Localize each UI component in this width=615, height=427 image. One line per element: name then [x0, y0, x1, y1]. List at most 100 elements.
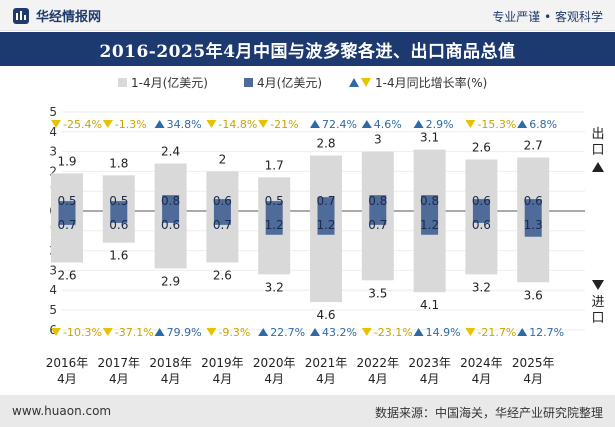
import-monthly-label: 1.2: [420, 218, 439, 232]
growth-down-triangle-icon: [102, 120, 113, 128]
legend-down-triangle-icon: [361, 78, 371, 87]
import-growth-label: 14.9%: [426, 326, 461, 339]
export-growth-label: -14.8%: [218, 118, 257, 131]
x-category-month: 4月: [213, 372, 233, 386]
import-cumulative-label: 4.1: [420, 298, 439, 312]
import-monthly-label: 1.2: [265, 218, 284, 232]
growth-labels: -25.4%-10.3%-1.3%-37.1%34.8%79.9%-14.8%-…: [51, 118, 564, 339]
import-cumulative-label: 4.6: [316, 308, 335, 322]
x-category-month: 4月: [368, 372, 388, 386]
export-monthly-bar: [265, 201, 283, 211]
export-side-label: 出: [591, 127, 604, 142]
import-growth-label: 43.2%: [322, 326, 357, 339]
export-cumulative-label: 2: [219, 152, 227, 166]
export-monthly-label: 0.5: [265, 194, 284, 208]
y-tick-label: 2: [49, 164, 57, 178]
export-cumulative-label: 2.6: [472, 141, 491, 155]
x-category-month: 4月: [161, 372, 181, 386]
growth-up-triangle-icon: [310, 120, 320, 128]
import-monthly-bar: [317, 211, 335, 235]
import-monthly-label: 0.7: [57, 218, 76, 232]
import-monthly-bar: [58, 211, 76, 225]
y-tick-label: 4: [49, 125, 57, 139]
import-monthly-bar: [162, 211, 180, 223]
import-growth-label: -10.3%: [63, 326, 102, 339]
export-growth-label: -1.3%: [115, 118, 147, 131]
import-cumulative-label: 3.6: [524, 288, 543, 302]
import-monthly-label: 0.6: [161, 218, 180, 232]
x-category-year: 2018年: [149, 356, 192, 370]
import-arrow-down-icon: [592, 280, 604, 290]
import-monthly-bar: [524, 211, 542, 237]
data-labels: 1.9 2.6 0.5 0.7 1.8 1.6 0.5 0.6 2.4 2.9 0.8 0.6 2 2.6…: [57, 131, 542, 322]
x-category-month: 4月: [472, 372, 492, 386]
growth-up-triangle-icon: [258, 328, 269, 336]
x-category-year: 2025年: [512, 356, 555, 370]
import-monthly-label: 0.6: [472, 218, 491, 232]
export-monthly-bar: [213, 199, 231, 211]
legend-monthly-label: 4月(亿美元): [257, 75, 322, 90]
y-tick-label: 5: [49, 303, 57, 317]
import-growth-label: -21.7%: [477, 326, 516, 339]
brand: 华经情报网: [12, 6, 101, 25]
import-monthly-bar: [110, 211, 128, 223]
title-bar: 2016-2025年4月中国与波多黎各进、出口商品总值: [0, 32, 615, 66]
x-category-year: 2016年: [46, 356, 89, 370]
export-arrow-up-icon: [592, 162, 604, 172]
import-monthly-bar: [213, 211, 231, 225]
legend-cumulative-swatch: [118, 78, 127, 87]
growth-up-triangle-icon: [361, 120, 372, 128]
x-category-year: 2019年: [201, 356, 244, 370]
legend-growth-label: 1-4月同比增长率(%): [375, 75, 487, 90]
data-source: 数据来源：中国海关，华经产业研究院整理: [374, 406, 603, 420]
export-monthly-label: 0.8: [368, 194, 387, 208]
slogan: 专业严谨 • 客观科学: [492, 10, 603, 24]
export-monthly-label: 0.6: [472, 194, 491, 208]
legend: 1-4月(亿美元) 4月(亿美元) 1-4月同比增长率(%): [118, 75, 487, 90]
website-link[interactable]: www.huaon.com: [12, 404, 112, 418]
export-monthly-label: 0.8: [161, 194, 180, 208]
import-cumulative-label: 3.5: [368, 286, 387, 300]
header-bar: 华经情报网 专业严谨 • 客观科学: [0, 0, 615, 31]
x-category-year: 2022年: [357, 356, 400, 370]
export-cumulative-label: 1.8: [109, 156, 128, 170]
import-cumulative-label: 3.2: [265, 280, 284, 294]
import-cumulative-label: 2.9: [161, 274, 180, 288]
export-cumulative-label: 1.9: [57, 154, 76, 168]
chart-title: 2016-2025年4月中国与波多黎各进、出口商品总值: [99, 41, 516, 62]
export-monthly-bar: [421, 195, 439, 211]
import-monthly-label: 0.7: [368, 218, 387, 232]
x-category-year: 2020年: [253, 356, 296, 370]
legend-up-triangle-icon: [349, 78, 359, 87]
x-category-year: 2024年: [460, 356, 503, 370]
import-monthly-label: 0.6: [109, 218, 128, 232]
export-growth-label: -25.4%: [63, 118, 102, 131]
export-cumulative-label: 3: [374, 133, 382, 147]
export-monthly-label: 0.6: [213, 194, 232, 208]
export-growth-label: 2.9%: [426, 118, 454, 131]
growth-up-triangle-icon: [154, 328, 165, 336]
y-tick-label: 3: [49, 263, 57, 277]
import-growth-label: -37.1%: [115, 326, 154, 339]
y-tick-label: 3: [49, 145, 57, 159]
x-category-year: 2021年: [305, 356, 348, 370]
import-side-label: 进: [591, 295, 604, 310]
export-monthly-label: 0.5: [57, 194, 76, 208]
import-growth-label: 79.9%: [167, 326, 202, 339]
y-tick-label: 5: [49, 105, 57, 119]
legend-cumulative-label: 1-4月(亿美元): [131, 75, 208, 90]
export-monthly-bar: [58, 201, 76, 211]
import-growth-label: 22.7%: [270, 326, 305, 339]
import-cumulative-label: 3.2: [472, 280, 491, 294]
huajing-logo-icon: [13, 7, 29, 24]
x-category-month: 4月: [420, 372, 440, 386]
chart: 1-4月(亿美元)4月(亿美元)1-4月同比增长率(%) 54321012345…: [46, 75, 605, 386]
import-monthly-bar: [369, 211, 387, 225]
footer-bar: www.huaon.com 数据来源：中国海关，华经产业研究院整理: [0, 395, 615, 427]
export-monthly-bar: [524, 199, 542, 211]
growth-up-triangle-icon: [154, 120, 165, 128]
legend-monthly-swatch: [244, 78, 253, 87]
x-category-month: 4月: [316, 372, 336, 386]
export-cumulative-label: 2.4: [161, 144, 180, 158]
